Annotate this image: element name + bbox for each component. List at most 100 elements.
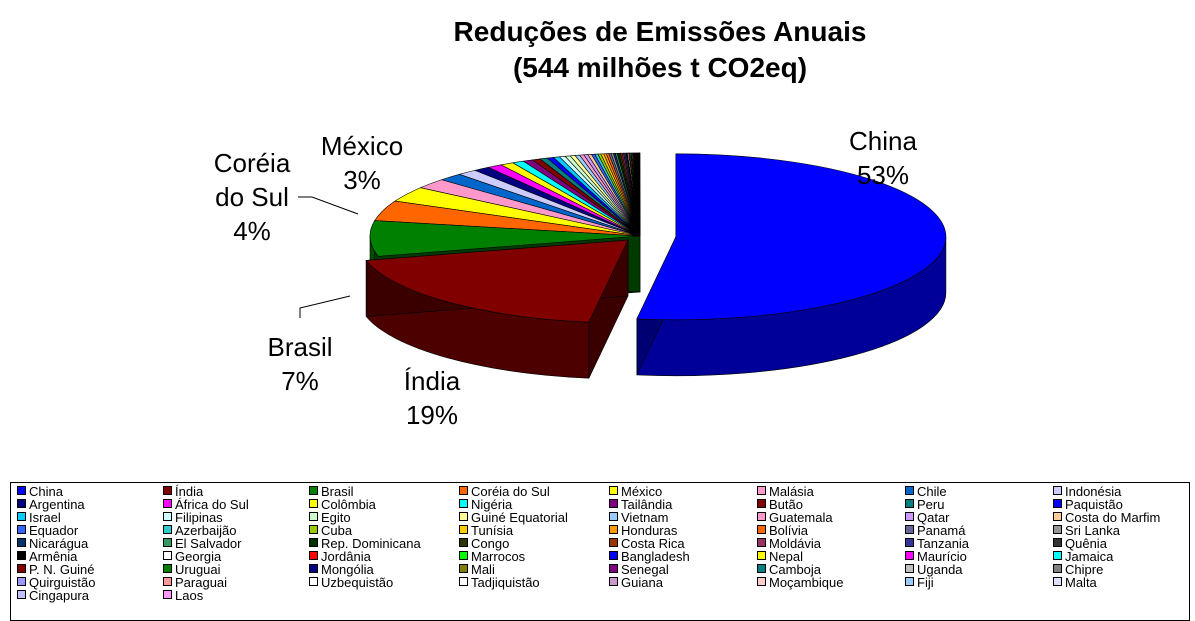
- legend-swatch-nicaragua: [17, 538, 26, 547]
- legend-label-nicaragua: Nicarágua: [29, 536, 89, 551]
- legend-item-senegal: Senegal: [609, 563, 669, 576]
- legend-item-paraguai: Paraguai: [163, 576, 227, 589]
- legend-label-guatemala: Guatemala: [769, 510, 833, 525]
- chart-title-line2: (544 milhões t CO2eq): [512, 52, 808, 83]
- legend-item-mongolia: Mongólia: [309, 563, 374, 576]
- slice-label-brasil-line1: Brasil: [267, 332, 332, 362]
- pie-slice-top-india: [365, 239, 629, 323]
- legend-label-israel: Israel: [29, 510, 61, 525]
- legend-label-tailandia: Tailândia: [621, 497, 673, 512]
- legend-item-africa-do-sul: África do Sul: [163, 498, 249, 511]
- legend-item-sri-lanka: Sri Lanka: [1053, 524, 1120, 537]
- legend-swatch-quenia: [1053, 538, 1062, 547]
- legend-swatch-chipre: [1053, 564, 1062, 573]
- legend-item-mocambique: Moçambique: [757, 576, 843, 589]
- legend-item-malta: Malta: [1053, 576, 1097, 589]
- chart-legend: China Índia Brasil Coréia do Sul México Malás…: [10, 482, 1190, 621]
- legend-swatch-paquistao: [1053, 499, 1062, 508]
- legend-swatch-india: [163, 486, 172, 495]
- legend-label-rep-dominicana: Rep. Dominicana: [321, 536, 421, 551]
- legend-label-jamaica: Jamaica: [1065, 549, 1114, 564]
- legend-swatch-bolivia: [757, 525, 766, 534]
- slice-label-mexico-line1: México: [321, 131, 403, 161]
- legend-item-filipinas: Filipinas: [163, 511, 223, 524]
- legend-swatch-mali: [459, 564, 468, 573]
- legend-label-uzbequistao: Uzbequistão: [321, 575, 394, 590]
- legend-label-butao: Butão: [769, 497, 803, 512]
- legend-label-malta: Malta: [1065, 575, 1097, 590]
- legend-item-quenia: Quênia: [1053, 537, 1107, 550]
- legend-item-chipre: Chipre: [1053, 563, 1103, 576]
- legend-item-israel: Israel: [17, 511, 61, 524]
- legend-swatch-tunisia: [459, 525, 468, 534]
- legend-item-guiana: Guiana: [609, 576, 663, 589]
- legend-label-bangladesh: Bangladesh: [621, 549, 690, 564]
- legend-swatch-guine-equatorial: [459, 512, 468, 521]
- legend-swatch-panama: [905, 525, 914, 534]
- legend-label-fiji: Fiji: [917, 575, 934, 590]
- legend-swatch-china: [17, 486, 26, 495]
- legend-item-azerbaijao: Azerbaijão: [163, 524, 236, 537]
- legend-label-p-n-guine: P. N. Guiné: [29, 562, 95, 577]
- legend-label-brasil: Brasil: [321, 484, 354, 499]
- slice-label-india-line1: Índia: [404, 366, 461, 396]
- legend-item-colombia: Colômbia: [309, 498, 376, 511]
- legend-label-nigeria: Nigéria: [471, 497, 513, 512]
- chart-title: Reduções de Emissões Anuais (544 milhões…: [360, 14, 960, 86]
- legend-label-malasia: Malásia: [769, 484, 814, 499]
- legend-swatch-nepal: [757, 551, 766, 560]
- legend-item-el-salvador: El Salvador: [163, 537, 241, 550]
- legend-item-camboja: Camboja: [757, 563, 821, 576]
- legend-label-peru: Peru: [917, 497, 945, 512]
- legend-label-guine-equatorial: Guiné Equatorial: [471, 510, 568, 525]
- legend-swatch-jordania: [309, 551, 318, 560]
- legend-swatch-peru: [905, 499, 914, 508]
- legend-label-africa-do-sul: África do Sul: [175, 497, 249, 512]
- legend-swatch-guiana: [609, 577, 618, 586]
- legend-label-marrocos: Marrocos: [471, 549, 526, 564]
- legend-item-bangladesh: Bangladesh: [609, 550, 690, 563]
- pie-chart: China 53% Índia 19% Brasil 7% Coréia do Sul 4% Mé…: [214, 126, 947, 430]
- legend-label-paquistao: Paquistão: [1065, 497, 1123, 512]
- legend-swatch-guatemala: [757, 512, 766, 521]
- legend-label-argentina: Argentina: [29, 497, 85, 512]
- legend-item-qatar: Qatar: [905, 511, 950, 524]
- legend-item-cuba: Cuba: [309, 524, 352, 537]
- legend-label-filipinas: Filipinas: [175, 510, 223, 525]
- legend-swatch-moldavia: [757, 538, 766, 547]
- legend-label-tanzania: Tanzania: [917, 536, 970, 551]
- legend-swatch-sri-lanka: [1053, 525, 1062, 534]
- legend-swatch-p-n-guine: [17, 564, 26, 573]
- legend-swatch-mauricio: [905, 551, 914, 560]
- legend-item-bolivia: Bolívia: [757, 524, 808, 537]
- slice-label-china-percent: 53%: [857, 160, 909, 190]
- legend-swatch-equador: [17, 525, 26, 534]
- legend-item-peru: Peru: [905, 498, 944, 511]
- slice-label-brasil-percent: 7%: [281, 366, 319, 396]
- legend-swatch-indonesia: [1053, 486, 1062, 495]
- legend-item-tanzania: Tanzania: [905, 537, 969, 550]
- legend-swatch-fiji: [905, 577, 914, 586]
- legend-item-tailandia: Tailândia: [609, 498, 672, 511]
- slice-label-coreia-do-sul-percent: 4%: [233, 216, 271, 246]
- legend-label-mocambique: Moçambique: [769, 575, 844, 590]
- legend-item-butao: Butão: [757, 498, 803, 511]
- legend-swatch-azerbaijao: [163, 525, 172, 534]
- legend-swatch-laos: [163, 590, 172, 599]
- legend-item-quirguistao: Quirguistão: [17, 576, 95, 589]
- legend-swatch-filipinas: [163, 512, 172, 521]
- legend-swatch-butao: [757, 499, 766, 508]
- legend-item-mali: Mali: [459, 563, 495, 576]
- legend-swatch-mocambique: [757, 577, 766, 586]
- legend-item-panama: Panamá: [905, 524, 965, 537]
- legend-item-indonesia: Indonésia: [1053, 485, 1121, 498]
- legend-item-vietnam: Vietnam: [609, 511, 668, 524]
- legend-item-rep-dominicana: Rep. Dominicana: [309, 537, 421, 550]
- legend-item-tunisia: Tunísia: [459, 524, 513, 537]
- legend-item-laos: Laos: [163, 589, 203, 602]
- legend-swatch-cingapura: [17, 590, 26, 599]
- legend-swatch-armenia: [17, 551, 26, 560]
- legend-swatch-rep-dominicana: [309, 538, 318, 547]
- legend-label-equador: Equador: [29, 523, 79, 538]
- legend-item-guatemala: Guatemala: [757, 511, 833, 524]
